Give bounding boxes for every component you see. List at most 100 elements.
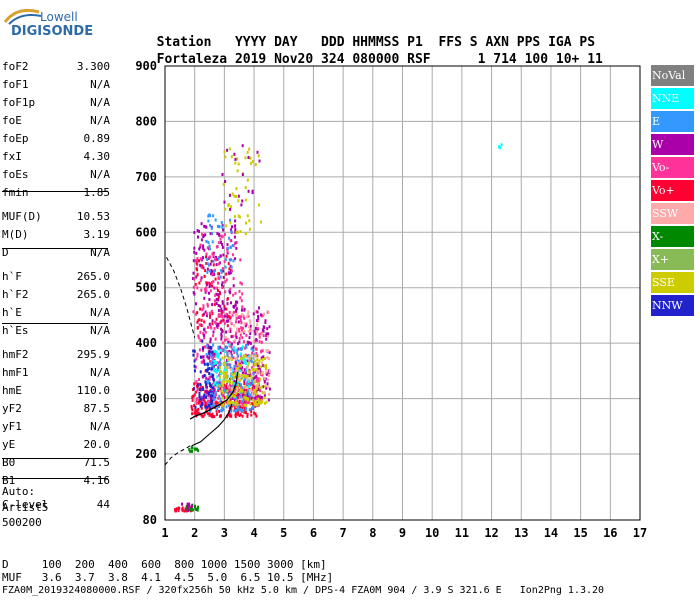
- echo-point: [208, 349, 211, 353]
- echo-point: [257, 381, 260, 385]
- echo-point: [248, 319, 251, 323]
- echo-point: [225, 350, 228, 353]
- echo-point: [222, 228, 225, 232]
- echo-point: [219, 321, 222, 325]
- echo-point: [248, 336, 251, 340]
- echo-point: [205, 289, 208, 293]
- echo-point: [197, 401, 200, 405]
- echo-point: [200, 318, 203, 322]
- echo-point: [226, 346, 228, 349]
- polarization-legend: NoVal NNE E W Vo- Vo+ SSW X- X+ SSE NNW: [651, 65, 694, 318]
- echo-point: [250, 402, 253, 405]
- echo-point: [219, 386, 222, 390]
- echo-point: [249, 389, 252, 392]
- echo-point: [236, 408, 239, 411]
- echo-point: [230, 342, 233, 346]
- echo-point: [208, 282, 211, 286]
- muf-unit: [MHz]: [300, 571, 334, 584]
- param-row: D N/A: [2, 244, 110, 262]
- echo-point: [240, 326, 243, 330]
- echo-point: [240, 321, 243, 325]
- echo-point: [236, 300, 239, 304]
- echo-point: [262, 391, 265, 395]
- echo-point: [257, 314, 260, 318]
- echo-point: [230, 155, 233, 159]
- param-value: 0.89: [83, 132, 111, 145]
- echo-point: [212, 386, 214, 390]
- echo-point: [217, 388, 220, 392]
- echo-point: [198, 400, 201, 404]
- echo-point: [247, 394, 250, 398]
- echo-point: [237, 384, 240, 388]
- echo-point: [214, 257, 217, 261]
- params-group-profile: hmF2 295.9 hmF1 N/A hmE 110.0 yF2 87.5 yF1 N/A yE 2…: [2, 346, 110, 490]
- echo-point: [257, 388, 260, 391]
- echo-point: [209, 394, 212, 398]
- echo-point: [217, 272, 220, 276]
- param-value: 10.53: [76, 210, 110, 223]
- header-label-axn: AXN: [485, 35, 509, 50]
- echo-point: [226, 302, 229, 306]
- param-row: yF2 87.5: [2, 400, 110, 418]
- y-tick-label: 400: [135, 336, 157, 350]
- echo-point: [267, 332, 270, 336]
- echo-point: [229, 264, 232, 268]
- echo-point: [194, 506, 197, 510]
- echo-point: [243, 395, 246, 399]
- muf-value: 4.1: [141, 571, 161, 584]
- echo-point: [198, 388, 201, 392]
- echo-point: [226, 250, 229, 253]
- echo-point: [239, 366, 242, 370]
- echo-point: [222, 378, 225, 382]
- echo-point: [220, 332, 223, 336]
- echo-point: [211, 272, 214, 276]
- echo-point: [193, 411, 196, 415]
- echo-point: [205, 395, 208, 399]
- echo-point: [198, 348, 201, 352]
- echo-point: [199, 307, 202, 311]
- x-tick-label: 14: [544, 526, 558, 540]
- echo-point: [206, 385, 209, 389]
- legend-item: NNE: [651, 88, 694, 109]
- echo-point: [242, 375, 245, 379]
- echo-point: [215, 302, 218, 305]
- echo-point: [242, 340, 245, 344]
- echo-point: [202, 266, 205, 270]
- echo-point: [235, 396, 238, 400]
- param-value: 1.85: [83, 186, 111, 199]
- echo-point: [257, 367, 260, 371]
- echo-point: [215, 401, 217, 405]
- echo-point: [206, 262, 209, 266]
- echo-point: [215, 354, 218, 358]
- echo-point: [257, 327, 260, 331]
- echo-point: [198, 318, 201, 322]
- echo-point: [238, 390, 241, 394]
- echo-point: [254, 389, 257, 393]
- echo-point: [219, 397, 222, 401]
- echo-point: [211, 284, 214, 288]
- echo-point: [239, 374, 242, 378]
- echo-point: [228, 343, 231, 347]
- echo-point: [222, 361, 225, 365]
- echo-point: [185, 507, 188, 511]
- echo-point: [233, 382, 236, 386]
- echo-point: [232, 347, 235, 351]
- echo-point: [201, 375, 204, 379]
- x-tick-label: 17: [633, 526, 647, 540]
- echo-point: [242, 359, 245, 362]
- echo-point: [215, 255, 217, 259]
- echo-point: [213, 270, 215, 274]
- echo-point: [194, 409, 197, 413]
- echo-point: [236, 368, 239, 372]
- echo-point: [251, 391, 254, 394]
- echo-point: [203, 362, 206, 366]
- echo-point: [238, 401, 241, 405]
- params-group-critical-frequencies: foF2 3.300 foF1 N/A foF1p N/A foE N/A foEp 0.89 fx…: [2, 58, 110, 202]
- echo-point: [260, 371, 263, 375]
- x-tick-label: 8: [369, 526, 376, 540]
- param-value: 3.19: [83, 228, 111, 241]
- param-label: foE: [2, 114, 22, 127]
- echo-point: [255, 384, 258, 388]
- echo-point: [241, 361, 244, 365]
